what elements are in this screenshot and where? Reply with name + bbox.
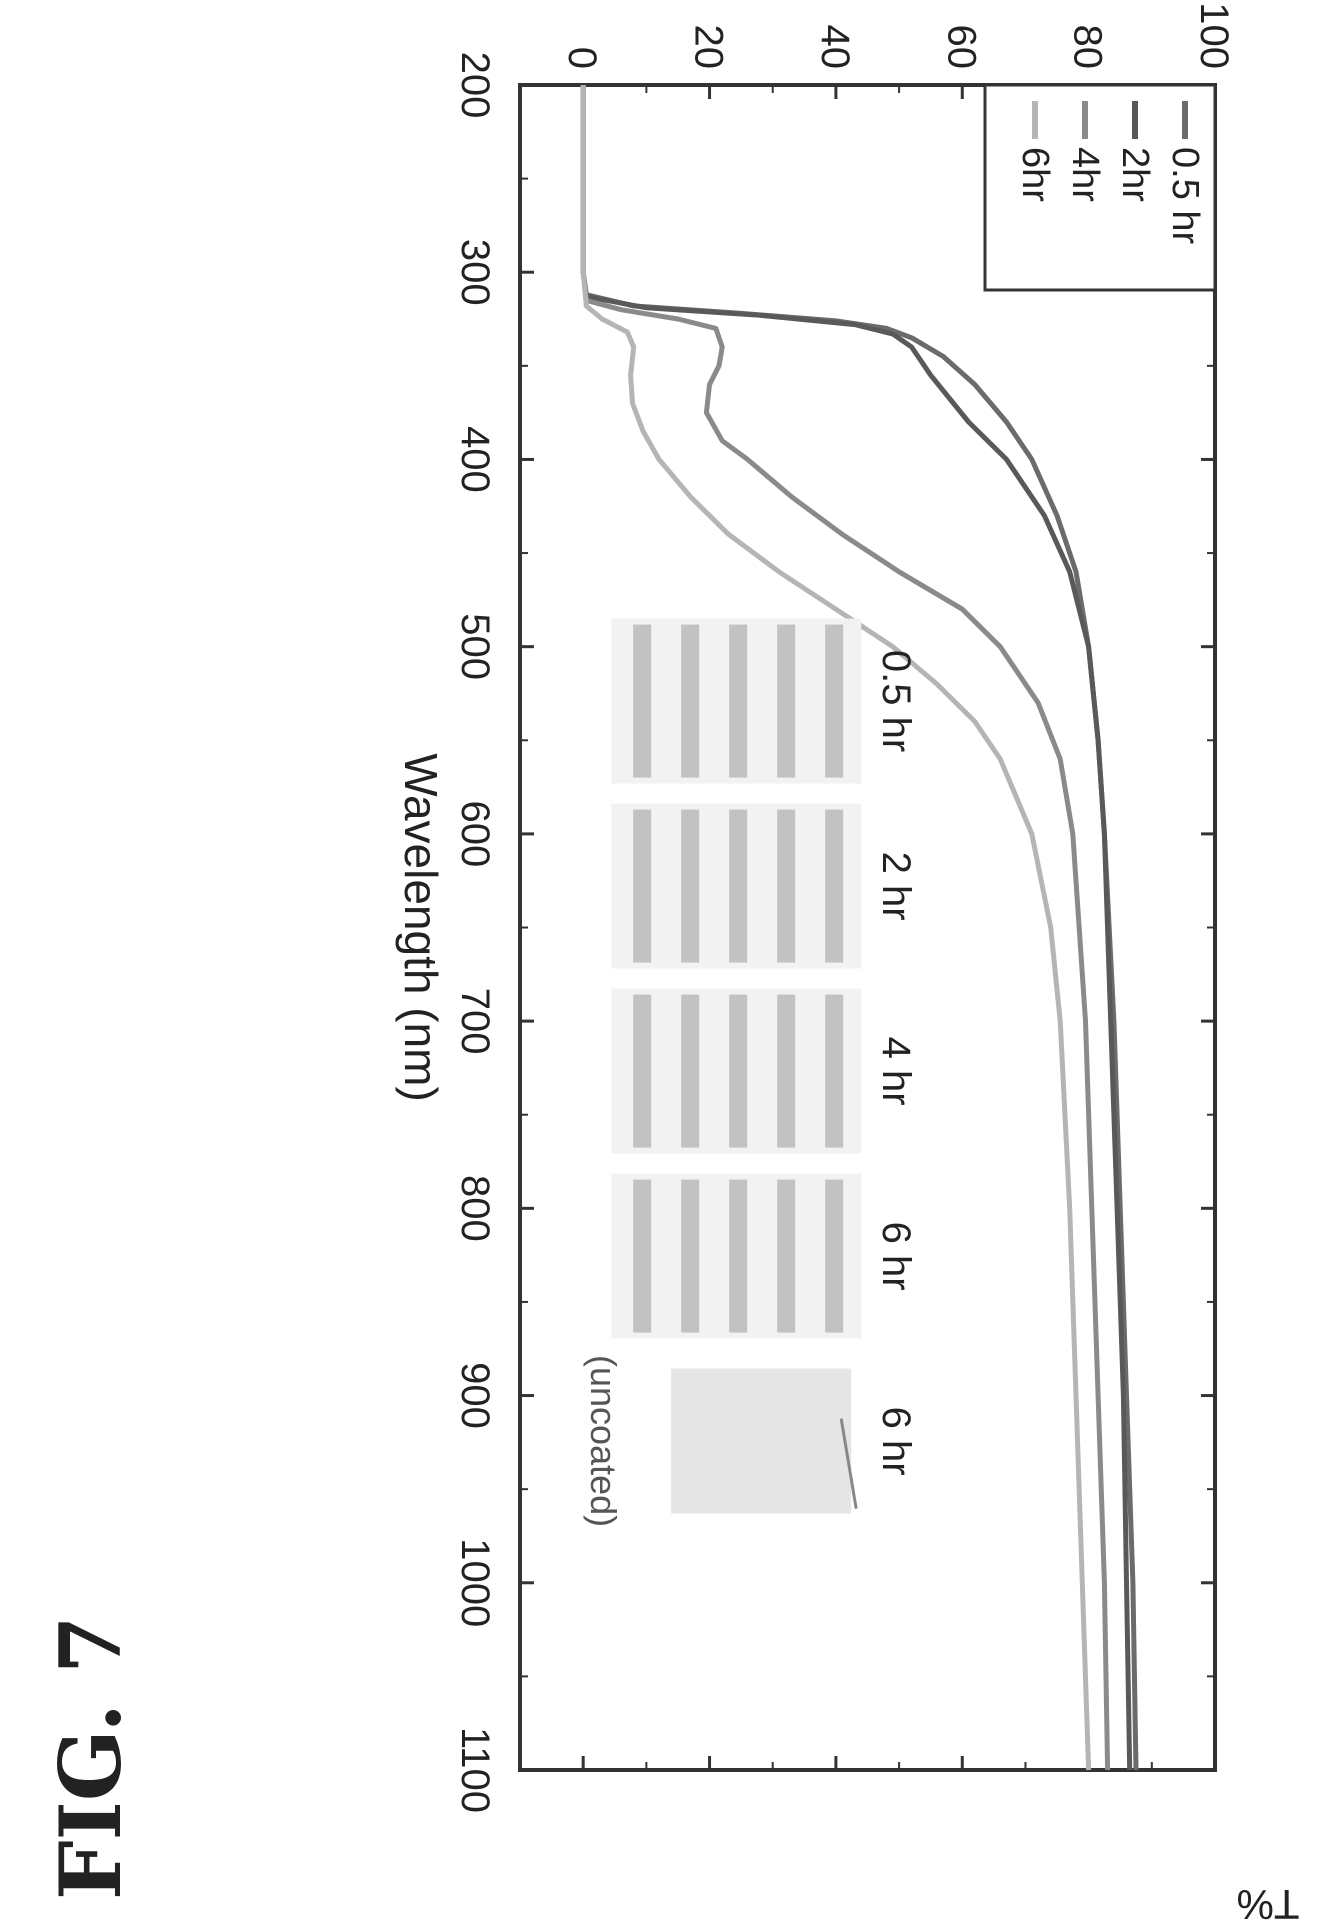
inset-sample-fill	[671, 1368, 852, 1514]
series-line-4	[580, 85, 1092, 1771]
series-line-2	[580, 85, 1133, 1771]
x-tick-label: 1000	[453, 1538, 497, 1627]
inset-label: 0.5 hr	[874, 650, 918, 752]
figure-label: FIG. 7	[41, 1615, 140, 1900]
inset-text-stripe	[777, 1179, 796, 1333]
inset-text-stripe	[729, 1179, 748, 1333]
y-axis-label: T%	[1237, 1881, 1300, 1920]
inset-label: 6 hr	[874, 1222, 918, 1291]
x-tick-label: 200	[453, 52, 497, 119]
inset-text-stripe	[825, 624, 844, 778]
inset-text-stripe	[681, 809, 700, 963]
inset-text-stripe	[777, 809, 796, 963]
inset-text-stripe	[825, 809, 844, 963]
inset-images: 0.5 hr 2 hr 4 hr 6 hr 6 hr (uncoated)	[583, 618, 918, 1527]
inset-sample	[611, 618, 862, 784]
inset-label: 6 hr	[874, 1407, 918, 1476]
inset-text-stripe	[777, 994, 796, 1148]
x-tick-label: 500	[453, 613, 497, 680]
inset-sample	[611, 1173, 862, 1339]
legend-box	[983, 83, 1217, 292]
chart-plot: 200 300 400 500 600 700 800 900 1000 1100 0 20 40 60 8…	[395, 2, 1236, 1813]
y-tick-label: 100	[1192, 2, 1236, 69]
inset-sample	[671, 1368, 858, 1514]
inset-text-stripe	[729, 624, 748, 778]
inset-text-stripe	[729, 809, 748, 963]
y-tick-label: 20	[687, 25, 731, 70]
x-tick-label: 1100	[453, 1727, 497, 1813]
legend-label: 4hr	[1064, 147, 1106, 202]
x-tick-label: 900	[453, 1362, 497, 1429]
inset-text-stripe	[681, 1179, 700, 1333]
y-tick-label: 60	[939, 25, 983, 70]
inset-caption: (uncoated)	[583, 1355, 624, 1527]
inset-text-stripe	[777, 624, 796, 778]
x-tick-label: 600	[453, 801, 497, 868]
inset-text-stripe	[729, 994, 748, 1148]
x-axis-label: Wavelength (nm)	[395, 753, 447, 1102]
x-tick-label: 800	[453, 1175, 497, 1242]
legend-label: 6hr	[1014, 147, 1056, 202]
legend-label: 0.5 hr	[1164, 147, 1206, 245]
inset-text-stripe	[681, 994, 700, 1148]
series-line-3	[580, 85, 1111, 1771]
legend-label: 2hr	[1114, 147, 1156, 202]
inset-sample	[611, 803, 862, 969]
axes: 200 300 400 500 600 700 800 900 1000 1100 0 20 40 60 8…	[453, 2, 1236, 1813]
inset-label: 4 hr	[874, 1037, 918, 1106]
inset-scratch	[839, 1418, 858, 1509]
series-lines	[580, 85, 1139, 1771]
y-tick-label: 80	[1066, 25, 1110, 70]
x-tick-label: 300	[453, 239, 497, 306]
inset-text-stripe	[825, 994, 844, 1148]
inset-text-stripe	[633, 624, 652, 778]
x-tick-label: 400	[453, 426, 497, 493]
inset-text-stripe	[633, 1179, 652, 1333]
inset-text-stripe	[825, 1179, 844, 1333]
y-tick-label: 40	[813, 25, 857, 70]
y-tick-label: 0	[560, 47, 604, 69]
inset-text-stripe	[633, 809, 652, 963]
inset-text-stripe	[633, 994, 652, 1148]
inset-text-stripe	[681, 624, 700, 778]
x-tick-label: 700	[453, 988, 497, 1055]
inset-label: 2 hr	[874, 852, 918, 921]
inset-sample	[611, 988, 862, 1154]
